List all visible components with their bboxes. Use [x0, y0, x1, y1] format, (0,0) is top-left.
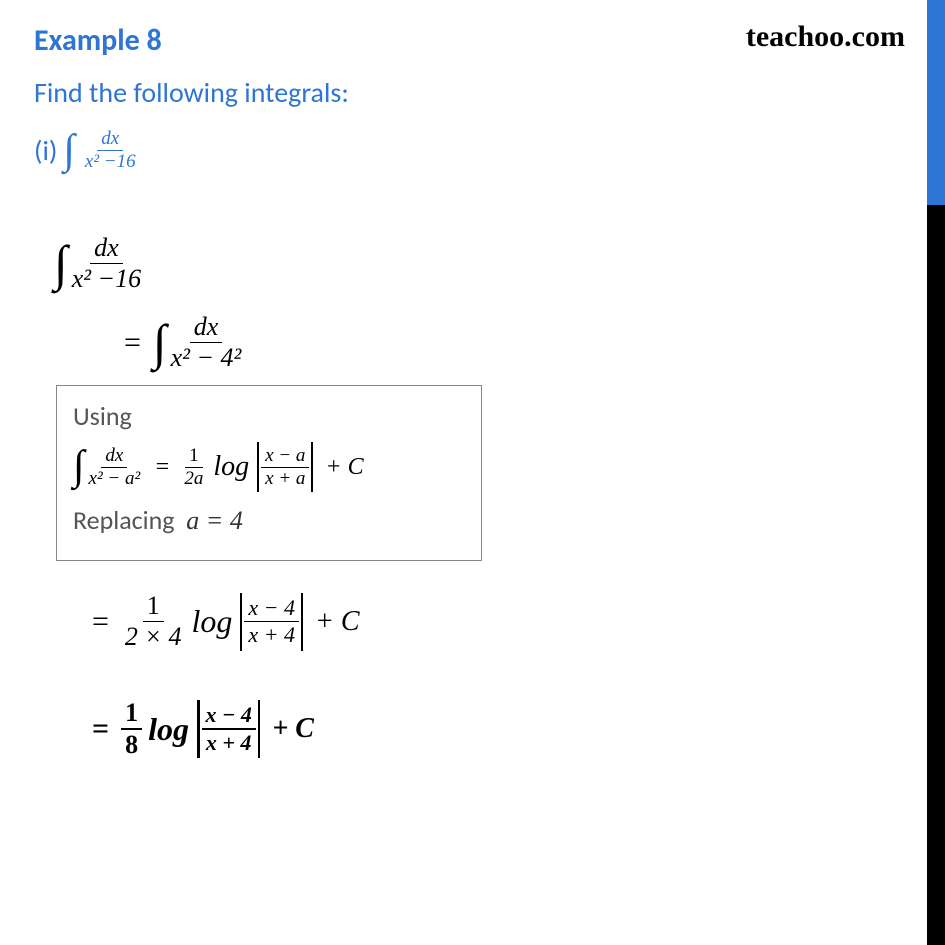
abs-bar-icon: [197, 700, 200, 758]
fraction-numerator: 1: [143, 591, 164, 622]
fraction-numerator: dx: [101, 445, 127, 468]
fraction-denominator: x² − 4²: [167, 343, 246, 373]
abs-bar-icon: [301, 593, 303, 651]
equals-sign: =: [92, 605, 109, 639]
abs-bar-icon: [311, 442, 313, 492]
plus-c: + C: [315, 606, 360, 638]
fraction-numerator: dx: [90, 233, 123, 264]
abs-value: x − a x + a: [255, 442, 315, 492]
integral-sign-icon: ∫: [63, 132, 75, 170]
log-text: log: [191, 603, 232, 640]
fraction-numerator: 1: [185, 445, 203, 468]
integral-sign-icon: ∫: [73, 448, 85, 486]
fraction-denominator: x² −16: [68, 264, 145, 294]
fraction-denominator: x² −16: [81, 151, 140, 173]
replacing-label: Replacing a = 4: [73, 504, 465, 536]
abs-value: x − 4 x + 4: [195, 700, 262, 758]
formula-coef-fraction: 1 2a: [180, 445, 207, 490]
log-text: log: [213, 451, 249, 483]
equals-sign: =: [92, 712, 109, 746]
problem-fraction: dx x² −16: [81, 128, 140, 173]
formula-box: Using ∫ dx x² − a² = 1 2a log x − a x + …: [56, 385, 482, 561]
fraction-numerator: dx: [190, 312, 223, 343]
abs-bar-icon: [258, 700, 261, 758]
plus-c: + C: [325, 454, 363, 481]
fraction-denominator: x + 4: [202, 730, 256, 756]
abs-bar-icon: [257, 442, 259, 492]
step-1: ∫ dx x² −16: [54, 233, 915, 294]
replacing-value: a = 4: [186, 506, 243, 535]
integral-sign-icon: ∫: [54, 241, 68, 286]
integral-sign-icon: ∫: [153, 320, 167, 365]
step3-coef-fraction: 1 2 × 4: [121, 591, 186, 652]
equals-sign: =: [124, 326, 141, 360]
abs-fraction: x − a x + a: [261, 445, 309, 490]
abs-fraction: x − 4 x + 4: [244, 595, 299, 648]
fraction-numerator: 1: [121, 698, 142, 730]
fraction-numerator: x − 4: [202, 702, 256, 730]
fraction-denominator: x + 4: [244, 622, 299, 648]
fraction-denominator: x² − a²: [85, 468, 145, 490]
problem-label: (i): [34, 133, 57, 168]
formula-lhs-fraction: dx x² − a²: [85, 445, 145, 490]
equals-sign: =: [154, 454, 170, 481]
fraction-denominator: 2a: [180, 468, 207, 490]
abs-fraction: x − 4 x + 4: [202, 702, 256, 756]
fraction-numerator: x − 4: [244, 595, 299, 622]
step2-fraction: dx x² − 4²: [167, 312, 246, 373]
brand-logo: teachoo.com: [746, 20, 905, 54]
plus-c: + C: [272, 713, 314, 745]
fraction-denominator: x + a: [261, 468, 309, 490]
formula-row: ∫ dx x² − a² = 1 2a log x − a x + a + C: [73, 442, 465, 492]
side-accent-blue: [927, 0, 945, 205]
abs-bar-icon: [240, 593, 242, 651]
fraction-denominator: 8: [121, 730, 142, 760]
fraction-numerator: x − a: [261, 445, 309, 468]
content-area: Example 8 Find the following integrals: …: [0, 0, 945, 760]
abs-value: x − 4 x + 4: [238, 593, 305, 651]
problem-statement: (i) ∫ dx x² −16: [34, 128, 915, 173]
step4-coef-fraction: 1 8: [121, 698, 142, 760]
step-3: = 1 2 × 4 log x − 4 x + 4 + C: [92, 591, 915, 652]
fraction-denominator: 2 × 4: [121, 622, 186, 652]
step1-fraction: dx x² −16: [68, 233, 145, 294]
log-text: log: [148, 711, 189, 748]
step-2: = ∫ dx x² − 4²: [124, 312, 915, 373]
step-4-final: = 1 8 log x − 4 x + 4 + C: [92, 698, 915, 760]
instruction-text: Find the following integrals:: [34, 75, 915, 110]
using-label: Using: [73, 400, 465, 432]
replacing-text: Replacing: [73, 504, 186, 536]
side-accent-black: [927, 205, 945, 945]
fraction-numerator: dx: [97, 128, 123, 151]
